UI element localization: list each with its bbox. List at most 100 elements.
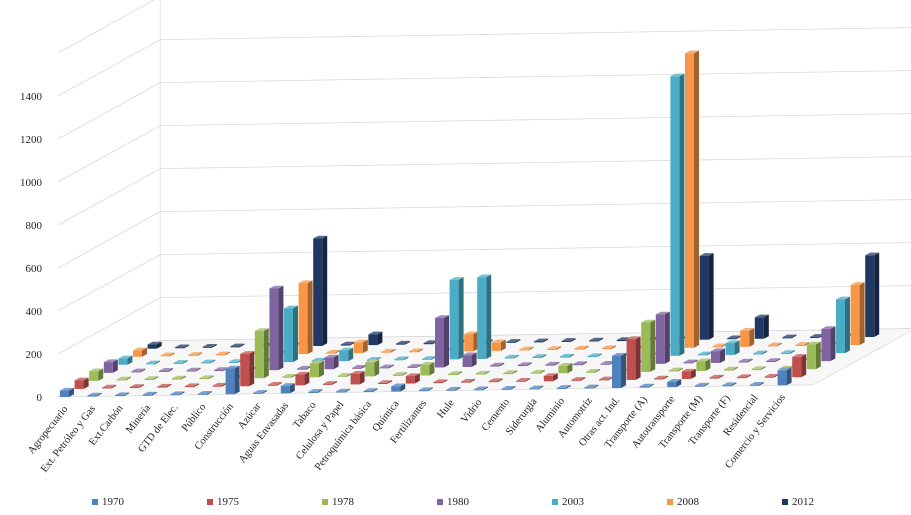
- bar: [282, 373, 297, 378]
- bar: [173, 360, 188, 364]
- bar-front: [116, 379, 126, 381]
- bar-front: [340, 344, 350, 346]
- bar-top: [433, 379, 448, 383]
- bar-side: [234, 365, 240, 395]
- bar-front: [394, 359, 404, 361]
- bar-top: [146, 360, 160, 364]
- bar-side: [526, 362, 532, 367]
- bar-top: [323, 381, 337, 384]
- bar: [297, 365, 311, 370]
- bar-top: [129, 384, 144, 387]
- bar-top: [418, 387, 433, 391]
- bar-side: [569, 353, 574, 358]
- bar-side: [801, 354, 807, 378]
- bar: [89, 368, 104, 381]
- bar-front: [326, 352, 336, 354]
- bar-front: [368, 334, 378, 346]
- bar: [103, 359, 118, 373]
- bar-top: [586, 369, 600, 372]
- gridline-back: [160, 70, 911, 84]
- legend-label: 2012: [792, 496, 814, 508]
- bar: [116, 376, 131, 381]
- bar-front: [712, 346, 722, 348]
- bar-top: [87, 392, 102, 396]
- bar-front: [142, 394, 152, 396]
- bar-top: [474, 386, 488, 390]
- bar-top: [683, 359, 698, 363]
- bar-front: [767, 345, 777, 347]
- bar-front: [365, 362, 375, 377]
- bar-side: [762, 350, 768, 355]
- bar: [490, 362, 505, 367]
- bar-front: [641, 322, 651, 372]
- bar-front: [159, 370, 168, 372]
- bar-top: [639, 383, 654, 387]
- bar-side: [690, 368, 696, 380]
- bar-front: [474, 389, 483, 391]
- bar-side: [497, 378, 503, 383]
- bar-top: [694, 382, 709, 386]
- bar-top: [519, 346, 534, 350]
- bar-side: [663, 375, 669, 380]
- bar-side: [96, 392, 102, 397]
- gridline-back: [160, 285, 911, 299]
- bar: [202, 344, 217, 348]
- bar-top: [214, 367, 229, 370]
- bar-front: [777, 370, 787, 386]
- bar-front: [308, 391, 318, 393]
- bar: [626, 336, 641, 380]
- bar-side: [582, 361, 587, 366]
- bar-side: [734, 340, 740, 355]
- bar: [668, 367, 683, 372]
- bar-front: [754, 317, 764, 339]
- bar-front: [766, 360, 776, 363]
- bar-top: [199, 375, 214, 379]
- bar-front: [186, 370, 196, 372]
- bar-side: [596, 353, 602, 358]
- bar-top: [133, 347, 147, 351]
- bar-front: [295, 374, 305, 386]
- bar-side: [263, 328, 269, 379]
- bar-front: [280, 385, 290, 394]
- bar-front: [118, 358, 128, 365]
- bar: [449, 277, 464, 360]
- bar-front: [475, 373, 485, 375]
- bar-side: [664, 311, 670, 364]
- bar-front: [212, 385, 222, 387]
- bar-front: [422, 358, 431, 360]
- bar-front: [737, 377, 746, 379]
- bar-front: [198, 393, 207, 395]
- bar-side: [124, 392, 130, 397]
- bar-side: [703, 382, 709, 387]
- bar: [571, 377, 586, 381]
- bar-front: [230, 346, 240, 348]
- bar-side: [718, 374, 724, 379]
- bar-top: [626, 336, 641, 340]
- bar-side: [289, 383, 295, 394]
- bar-front: [337, 375, 347, 377]
- bar-top: [115, 392, 130, 396]
- bar-top: [503, 370, 518, 374]
- bar-top: [571, 377, 586, 380]
- bar-front: [545, 364, 555, 366]
- bar-top: [754, 314, 769, 318]
- bar: [667, 379, 682, 388]
- bar-front: [599, 379, 608, 381]
- bar-top: [767, 342, 782, 346]
- bar: [529, 385, 544, 390]
- legend: 1970 1975 1978 1980 2003 2008 2012: [92, 496, 814, 508]
- bar-top: [587, 353, 602, 357]
- bar: [394, 356, 409, 361]
- bar-side: [83, 377, 89, 389]
- bar: [821, 326, 836, 362]
- bar-front: [133, 350, 142, 357]
- bar-front: [172, 378, 181, 380]
- bar: [405, 373, 420, 384]
- bar: [599, 376, 613, 381]
- bar-side: [455, 386, 461, 391]
- bar-side: [543, 338, 548, 343]
- bar-top: [215, 351, 230, 355]
- bar: [446, 386, 461, 391]
- bar-side: [387, 380, 393, 384]
